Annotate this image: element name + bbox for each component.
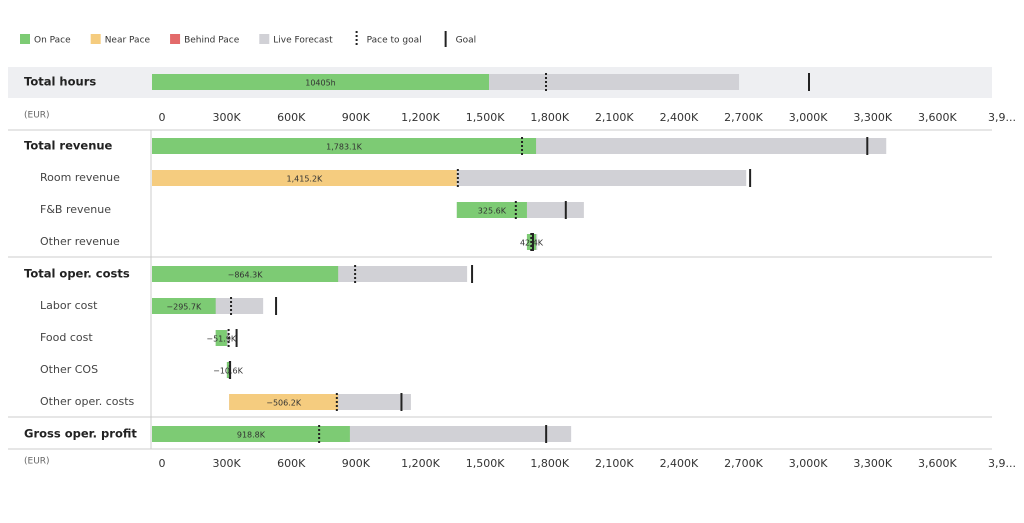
legend-label: Near Pace [105, 36, 151, 46]
legend-label: Goal [456, 36, 477, 46]
x-tick-label: 1,200K [401, 111, 440, 124]
actual-bar [152, 170, 457, 186]
x-tick-label: 1,500K [466, 457, 505, 470]
x-tick-label: 3,9... [988, 111, 1016, 124]
legend-label: Behind Pace [184, 36, 240, 46]
value-label: −506.2K [266, 399, 302, 408]
actual-bar [215, 330, 227, 346]
unit-label: (EUR) [24, 111, 50, 121]
legend-swatch [20, 34, 30, 44]
legend-label: On Pace [34, 36, 71, 46]
actual-bar [152, 138, 537, 154]
legend-label: Live Forecast [273, 36, 333, 46]
x-tick-label: 0 [159, 457, 166, 470]
unit-label: (EUR) [24, 457, 50, 467]
x-tick-label: 3,9... [988, 457, 1016, 470]
row-label: Room revenue [40, 171, 120, 184]
row-label: Total revenue [24, 139, 113, 153]
x-tick-label: 0 [159, 111, 166, 124]
x-tick-label: 2,100K [595, 111, 634, 124]
x-tick-label: 1,200K [401, 457, 440, 470]
x-tick-label: 2,100K [595, 457, 634, 470]
x-tick-label: 1,500K [466, 111, 505, 124]
row-label: Other revenue [40, 235, 120, 248]
row-label: Total hours [24, 75, 96, 89]
legend-swatch [170, 34, 181, 44]
value-label: 325.6K [478, 207, 507, 216]
x-tick-label: 3,000K [789, 457, 828, 470]
legend-label: Pace to goal [367, 36, 422, 46]
x-tick-label: 3,600K [918, 111, 957, 124]
x-tick-label: 300K [213, 457, 242, 470]
value-label: 1,415.2K [287, 175, 324, 184]
value-label: 1,783.1K [326, 143, 363, 152]
row-label: Labor cost [40, 299, 98, 312]
row-label: Gross oper. profit [24, 427, 137, 441]
x-tick-label: 3,600K [918, 457, 957, 470]
value-label: −51.9K [206, 335, 237, 344]
x-tick-label: 1,800K [530, 111, 569, 124]
x-tick-label: 3,300K [853, 457, 892, 470]
actual-bar [226, 362, 230, 378]
x-tick-label: 2,400K [660, 111, 699, 124]
x-tick-label: 1,800K [530, 457, 569, 470]
x-tick-label: 2,400K [660, 457, 699, 470]
value-label: 10405h [305, 79, 336, 88]
x-tick-label: 900K [342, 457, 371, 470]
x-tick-label: 2,700K [724, 111, 763, 124]
value-label: 918.8K [237, 431, 266, 440]
legend-swatch [90, 34, 101, 44]
x-tick-label: 3,000K [789, 111, 828, 124]
x-tick-label: 2,700K [724, 457, 763, 470]
legend-swatch [259, 34, 270, 44]
actual-bar [152, 426, 350, 442]
value-label: −10.6K [213, 367, 244, 376]
row-label: Total oper. costs [24, 267, 130, 281]
actual-bar [152, 266, 339, 282]
x-tick-label: 300K [213, 111, 242, 124]
actual-bar [456, 202, 527, 218]
x-tick-label: 600K [277, 457, 306, 470]
x-tick-label: 3,300K [853, 111, 892, 124]
x-tick-label: 600K [277, 111, 306, 124]
value-label: −864.3K [228, 271, 264, 280]
actual-bar [152, 298, 216, 314]
actual-bar [152, 74, 490, 90]
row-label: Other COS [40, 363, 98, 376]
actual-bar [229, 394, 339, 410]
row-label: F&B revenue [40, 203, 111, 216]
x-tick-label: 900K [342, 111, 371, 124]
row-label: Other oper. costs [40, 395, 135, 408]
value-label: −295.7K [166, 303, 202, 312]
row-label: Food cost [40, 331, 93, 344]
